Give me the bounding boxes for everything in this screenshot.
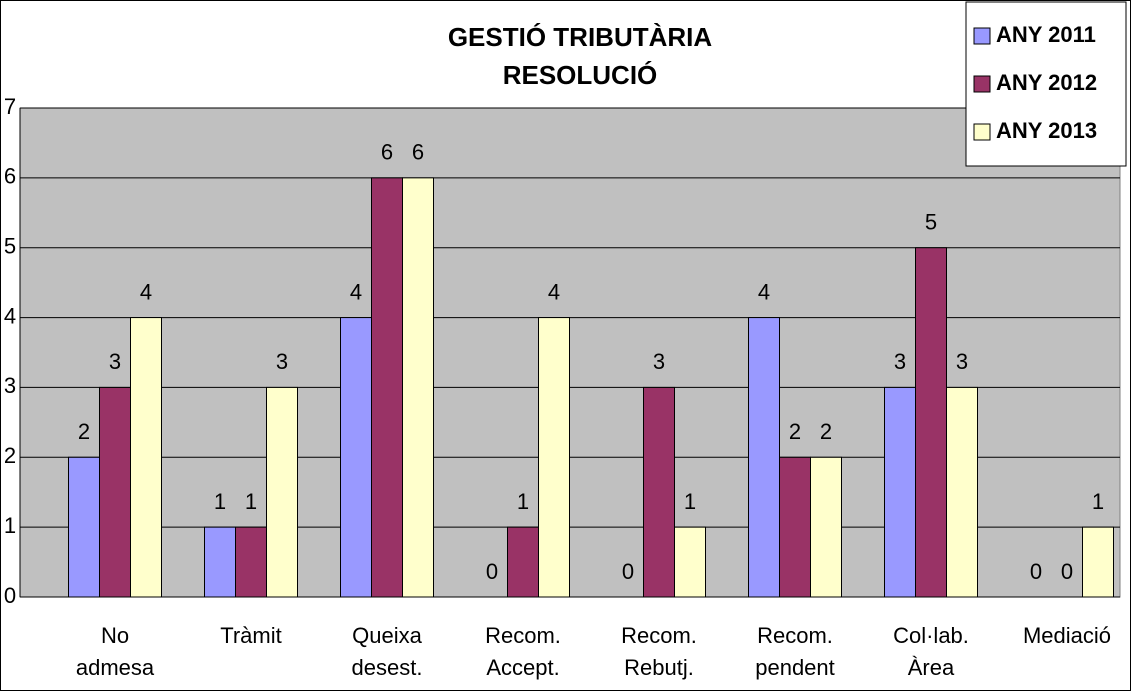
data-label: 0 [1061, 559, 1073, 584]
data-label: 4 [548, 279, 560, 304]
chart-title: GESTIÓ TRIBUTÀRIA RESOLUCIÓ [447, 22, 713, 90]
data-label: 2 [789, 419, 801, 444]
data-label: 3 [956, 349, 968, 374]
bar [266, 386, 298, 598]
data-label: 2 [820, 419, 832, 444]
bar [235, 526, 267, 598]
data-label: 3 [109, 349, 121, 374]
data-label: 1 [684, 489, 696, 514]
y-tick-label: 7 [4, 94, 16, 119]
data-label: 1 [214, 489, 226, 514]
x-tick-label: Mediació [1022, 623, 1112, 648]
x-tick-label: Recom. Rebutj. [621, 623, 697, 680]
y-tick-label: 5 [4, 234, 16, 259]
legend-swatch [973, 27, 991, 45]
y-tick-label: 0 [4, 583, 16, 608]
data-label: 2 [78, 419, 90, 444]
legend-box [965, 1, 1127, 167]
y-tick-label: 1 [4, 513, 16, 538]
y-tick-label: 6 [4, 164, 16, 189]
legend-swatch [973, 75, 991, 93]
data-label: 6 [381, 140, 393, 165]
bar [68, 456, 100, 598]
data-label: 3 [653, 349, 665, 374]
data-label: 0 [486, 559, 498, 584]
data-label: 1 [517, 489, 529, 514]
bar [779, 456, 811, 598]
data-label: 5 [925, 210, 937, 235]
bar [402, 177, 434, 598]
bar [915, 247, 947, 598]
bar [204, 526, 236, 598]
data-label: 1 [245, 489, 257, 514]
data-label: 0 [1030, 559, 1042, 584]
bar [748, 317, 780, 598]
bar [371, 177, 403, 598]
legend-label: ANY 2011 [996, 22, 1096, 47]
y-tick-label: 3 [4, 373, 16, 398]
bar [643, 386, 675, 598]
bar [130, 317, 162, 598]
x-tick-label: Recom. Accept. [485, 623, 561, 680]
data-label: 4 [140, 279, 152, 304]
data-label: 4 [350, 279, 362, 304]
x-tick-label: Recom. pendent [755, 623, 835, 680]
y-tick-label: 4 [4, 303, 16, 328]
data-label: 0 [622, 559, 634, 584]
data-label: 3 [894, 349, 906, 374]
bar [340, 317, 372, 598]
legend-label: ANY 2013 [996, 118, 1097, 143]
data-label: 3 [276, 349, 288, 374]
legend-swatch [973, 123, 991, 141]
x-tick-label: Col·lab. Àrea [893, 623, 969, 680]
y-tick-label: 2 [4, 443, 16, 468]
bar [674, 526, 706, 598]
bar [507, 526, 539, 598]
x-tick-label: No admesa [75, 623, 155, 680]
data-label: 1 [1092, 489, 1104, 514]
bar [884, 386, 916, 598]
bar [946, 386, 978, 598]
bar [810, 456, 842, 598]
data-label: 4 [758, 279, 770, 304]
bar [538, 317, 570, 598]
x-tick-label: Tràmit [220, 623, 282, 648]
bar [1082, 526, 1114, 598]
bar [99, 386, 131, 598]
x-tick-label: Queixa desest. [351, 623, 423, 680]
legend-label: ANY 2012 [996, 70, 1097, 95]
data-label: 6 [412, 140, 424, 165]
